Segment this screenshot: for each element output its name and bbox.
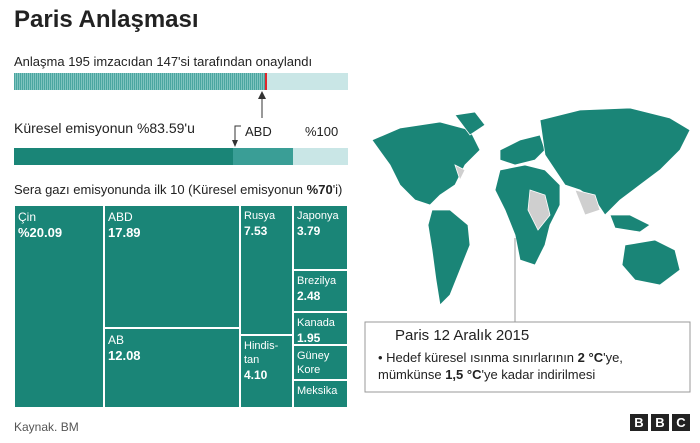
cell-value: 12.08	[108, 348, 141, 363]
ratification-text: Anlaşma 195 imzacıdan 147'si tarafından …	[14, 54, 313, 69]
cell-name: ABD	[108, 210, 133, 224]
cell-value: 3.79	[297, 223, 321, 238]
arrow-head	[232, 140, 238, 147]
treemap-cell: Brezilya 2.48	[293, 270, 348, 312]
cell-value: 7.53	[244, 223, 268, 238]
treemap-cell: Kanada 1.95	[293, 312, 348, 345]
cell-name: Güney Kore	[297, 350, 330, 376]
logo-letter: B	[651, 414, 669, 431]
info-title: Paris 12 Aralık 2015	[395, 327, 530, 344]
us-label: ABD	[245, 124, 272, 139]
total-label: %100	[305, 124, 339, 139]
marker	[264, 73, 267, 90]
info-box	[364, 321, 691, 393]
text: 'ye kadar indirilmesi	[481, 366, 596, 382]
treemap-cell: AB 12.08	[104, 328, 240, 408]
cell-value: 2.48	[297, 288, 321, 303]
cell-name: Hindis- tan	[244, 340, 279, 366]
logo-letter: B	[630, 414, 648, 431]
treemap-cell: Rusya 7.53	[240, 205, 293, 335]
bar-ratified	[14, 73, 266, 90]
bar-emission-excl-us	[14, 148, 234, 165]
info-bullet: • Hedef küresel ısınma sınırlarının 2 °C…	[378, 350, 623, 382]
logo-letter: C	[672, 414, 690, 431]
us-bracket	[234, 125, 241, 146]
treemap-cell: Meksika	[293, 380, 348, 408]
source: Kaynak. BM	[14, 420, 79, 434]
cell-name: Kanada	[297, 317, 335, 329]
cell-value: %20.09	[18, 225, 63, 240]
cell-value: 17.89	[108, 225, 141, 240]
top10-title: Sera gazı emisyonunda ilk 10 (Küresel em…	[14, 182, 342, 197]
cell-value: 4.10	[244, 367, 268, 382]
text: 'i)	[332, 182, 343, 197]
text: Hedef küresel ısınma sınırlarının	[386, 350, 578, 365]
cell-name: Rusya	[244, 210, 276, 222]
text: Sera gazı emisyonunda ilk 10 (Küresel em…	[14, 182, 307, 197]
text: 1,5 °C	[445, 366, 482, 382]
cell-value: 1.95	[297, 330, 321, 345]
cell-name: Çin	[18, 210, 37, 224]
text: 2 °C	[577, 350, 604, 365]
treemap-cell: Hindis- tan 4.10	[240, 335, 293, 408]
cell-name: Brezilya	[297, 275, 337, 287]
title: Paris Anlaşması	[14, 6, 199, 33]
text: %70	[306, 182, 333, 197]
cell-name: Japonya	[297, 210, 339, 222]
treemap-cell: ABD 17.89	[104, 205, 240, 328]
treemap-cell: Japonya 3.79	[293, 205, 348, 270]
treemap-cell: Güney Kore	[293, 345, 348, 380]
cell-name: AB	[108, 333, 125, 347]
cell-name: Meksika	[297, 385, 338, 397]
text: 'ye, mümkünse	[378, 350, 623, 382]
arrow-head	[258, 91, 266, 99]
emission-text: Küresel emisyonun %83.59'u	[14, 120, 195, 136]
world-map	[371, 107, 691, 306]
world-map-grey	[454, 164, 601, 231]
treemap-cell: Çin %20.09	[14, 205, 104, 408]
